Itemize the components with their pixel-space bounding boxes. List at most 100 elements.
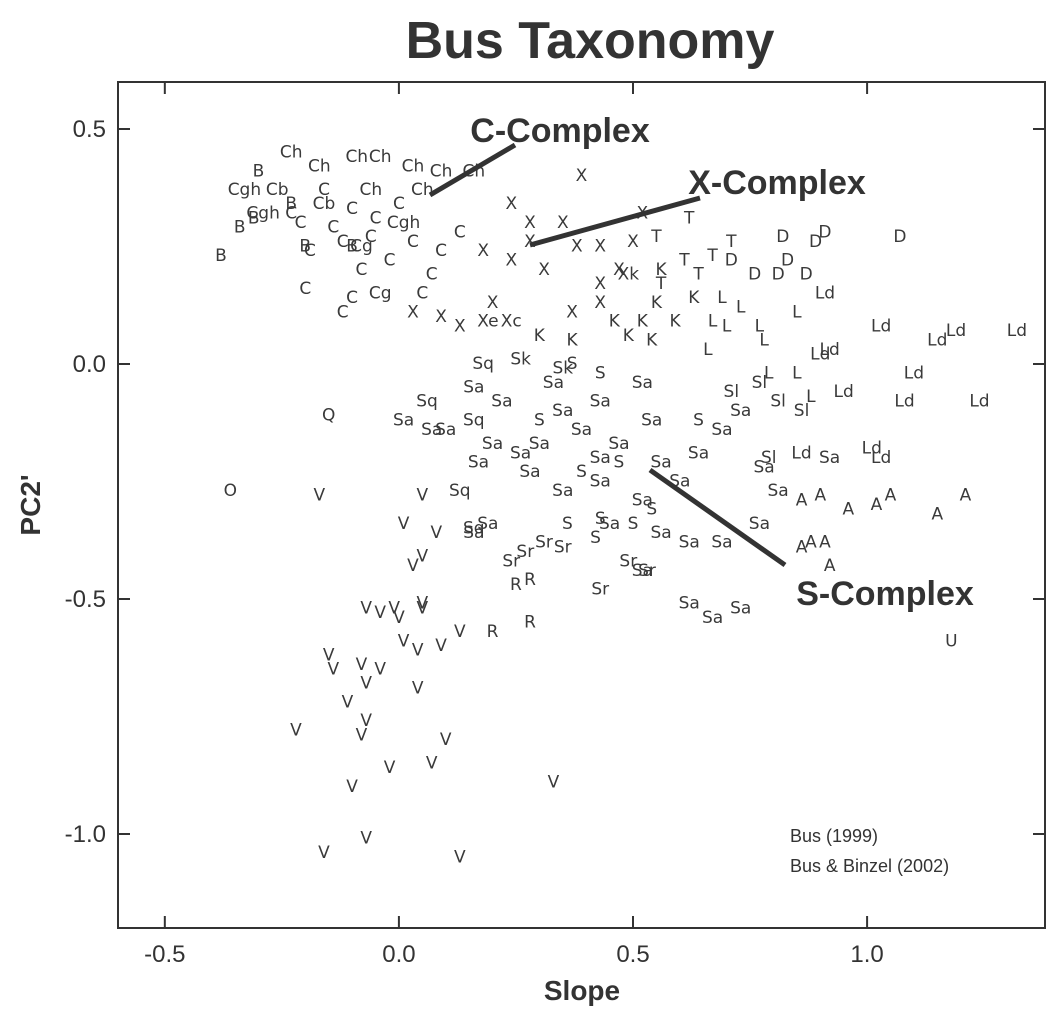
scatter-point: Xc bbox=[501, 312, 522, 332]
scatter-point: D bbox=[772, 265, 785, 285]
scatter-point: Ld bbox=[834, 382, 854, 402]
scatter-point: Cgh bbox=[228, 180, 261, 200]
scatter-point: L bbox=[717, 288, 727, 308]
x-tick-label: 0.0 bbox=[382, 941, 415, 968]
scatter-point: Sa bbox=[650, 453, 671, 473]
scatter-point: Sq bbox=[449, 481, 471, 501]
scatter-point: B bbox=[285, 194, 297, 214]
scatter-point: X bbox=[505, 194, 517, 214]
scatter-point: C bbox=[454, 222, 466, 242]
scatter-point: Sr bbox=[619, 551, 637, 571]
scatter-point: Sl bbox=[761, 448, 777, 468]
scatter-point: C bbox=[327, 218, 339, 238]
scatter-point: X bbox=[613, 260, 625, 280]
scatter-point: Sl bbox=[724, 382, 740, 402]
scatter-point: V bbox=[318, 843, 330, 863]
scatter-point: X bbox=[505, 251, 517, 271]
scatter-point: Cg bbox=[369, 284, 392, 304]
scatter-point: Sa bbox=[679, 533, 700, 553]
scatter-point: C bbox=[318, 180, 330, 200]
scatter-point: V bbox=[342, 692, 354, 712]
scatter-point: X bbox=[557, 213, 569, 233]
scatter-point: T bbox=[650, 227, 662, 247]
scatter-point: S bbox=[576, 462, 587, 482]
scatter-point: C bbox=[346, 288, 358, 308]
scatter-point: A bbox=[796, 537, 808, 557]
scatter-point: Sa bbox=[463, 523, 484, 543]
scatter-point: X bbox=[454, 316, 466, 336]
annotation-line bbox=[648, 467, 787, 568]
scatter-point: Sa bbox=[702, 608, 723, 628]
scatter-point: L bbox=[703, 340, 713, 360]
scatter-point: V bbox=[435, 636, 447, 656]
scatter-point: D bbox=[748, 265, 761, 285]
scatter-point: X bbox=[594, 293, 606, 313]
source-text: Bus & Binzel (2002) bbox=[790, 856, 949, 876]
scatter-point: D bbox=[800, 265, 813, 285]
scatter-point: A bbox=[871, 495, 883, 515]
scatter-point: Sa bbox=[529, 434, 550, 454]
scatter-point: Ld bbox=[791, 443, 811, 463]
scatter-point: V bbox=[416, 486, 428, 506]
scatter-point: Cb bbox=[313, 194, 336, 214]
scatter-point: V bbox=[416, 594, 428, 614]
scatter-point: Cg bbox=[350, 237, 373, 257]
scatter-point: K bbox=[623, 326, 635, 346]
scatter-point: V bbox=[412, 641, 424, 661]
scatter-point: Ld bbox=[820, 340, 840, 360]
scatter-point: Ch bbox=[345, 147, 368, 167]
scatter-point: Sa bbox=[730, 598, 751, 618]
scatter-point: L bbox=[708, 312, 718, 332]
scatter-point: R bbox=[510, 575, 522, 595]
scatter-point: S bbox=[567, 354, 578, 374]
scatter-point: V bbox=[416, 547, 428, 567]
scatter-point: D bbox=[893, 227, 906, 247]
annotation: S-Complex bbox=[796, 575, 974, 613]
scatter-point: Sq bbox=[463, 519, 485, 539]
scatter-point: C bbox=[384, 251, 396, 271]
scatter-point: Sa bbox=[552, 481, 573, 501]
scatter-point: Sa bbox=[632, 490, 653, 510]
scatter-point: Ch bbox=[402, 157, 425, 177]
scatter-point: Sa bbox=[641, 410, 662, 430]
scatter-point: B bbox=[248, 208, 260, 228]
scatter-point: V bbox=[388, 598, 400, 618]
x-tick-label: -0.5 bbox=[144, 941, 185, 968]
scatter-point: K bbox=[656, 260, 668, 280]
scatter-point: Sa bbox=[599, 514, 620, 534]
scatter-point: X bbox=[576, 166, 588, 186]
scatter-point: X bbox=[524, 232, 536, 252]
scatter-point: Sa bbox=[491, 392, 512, 412]
y-tick-label: -1.0 bbox=[65, 821, 106, 848]
scatter-point: D bbox=[809, 232, 822, 252]
scatter-point: Sq bbox=[472, 354, 494, 374]
scatter-point: Sk bbox=[552, 359, 573, 379]
scatter-point: D bbox=[776, 227, 789, 247]
scatter-point: Cgh bbox=[387, 213, 420, 233]
scatter-point: Sa bbox=[510, 443, 531, 463]
scatter-point: R bbox=[524, 570, 536, 590]
scatter-point: Sa bbox=[393, 410, 414, 430]
scatter-point: V bbox=[374, 603, 386, 623]
scatter-point: A bbox=[819, 533, 831, 553]
scatter-point: Sa bbox=[519, 462, 540, 482]
scatter-point: Sa bbox=[730, 401, 751, 421]
scatter-point: Sa bbox=[608, 434, 629, 454]
scatter-point: Sa bbox=[552, 401, 573, 421]
scatter-point: K bbox=[646, 331, 658, 351]
scatter-point: V bbox=[384, 758, 396, 778]
scatter-point: K bbox=[534, 326, 546, 346]
scatter-point: V bbox=[328, 660, 340, 680]
scatter-point: V bbox=[356, 725, 368, 745]
scatter-point: L bbox=[759, 331, 769, 351]
scatter-point: Ld bbox=[815, 284, 835, 304]
scatter-point: C bbox=[346, 199, 358, 219]
scatter-point: C bbox=[285, 204, 297, 224]
scatter-point: C bbox=[393, 194, 405, 214]
scatter-point: S bbox=[628, 514, 639, 534]
scatter-point: Ld bbox=[894, 392, 914, 412]
scatter-point: V bbox=[393, 608, 405, 628]
scatter-point: T bbox=[655, 274, 667, 294]
